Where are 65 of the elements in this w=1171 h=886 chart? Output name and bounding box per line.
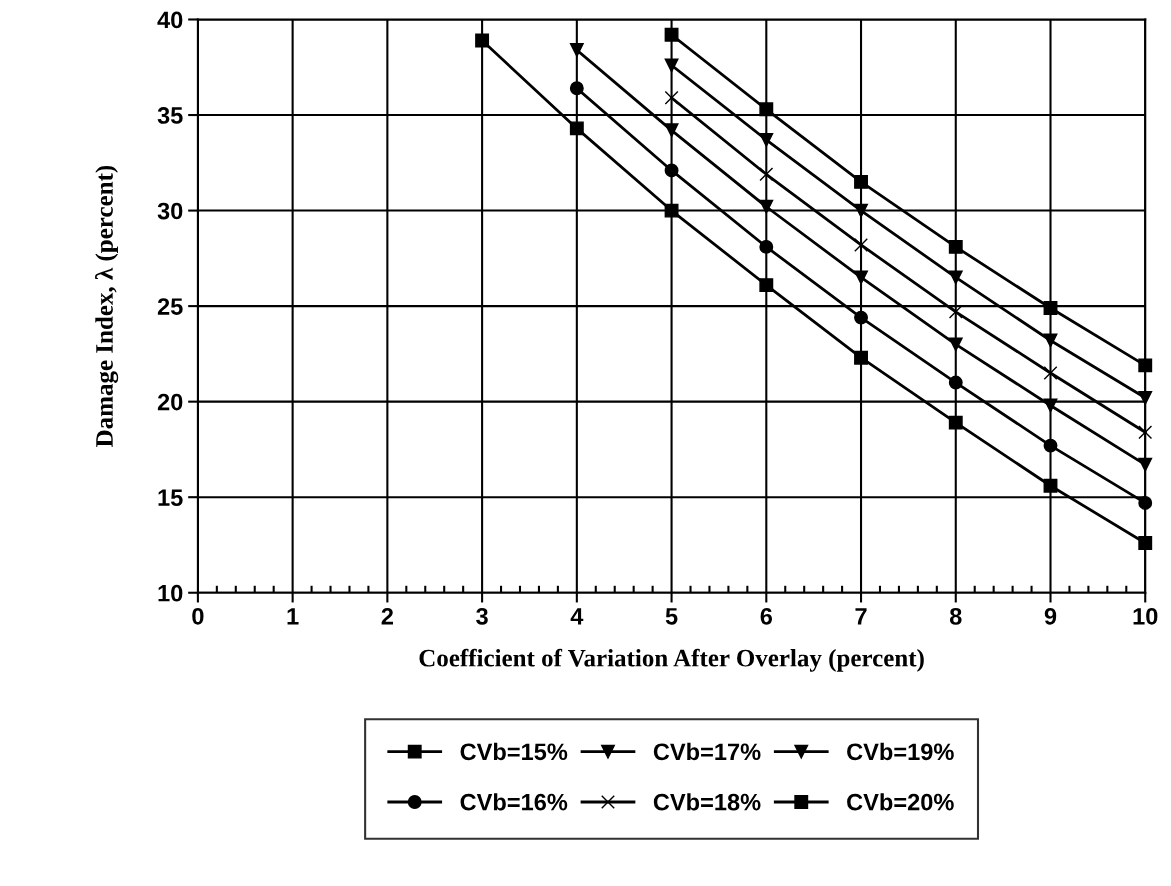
point <box>1043 398 1058 413</box>
y-tick-label: 40 <box>157 11 183 29</box>
x-tick-label: 9 <box>1044 607 1057 625</box>
y-tick-label: 15 <box>158 489 183 506</box>
point <box>1043 333 1058 348</box>
y-tick-label: 10 <box>158 584 183 602</box>
legend-label: CVb=18% <box>653 793 761 811</box>
point <box>854 174 868 189</box>
legend-label: CVb=19% <box>847 742 954 761</box>
point <box>1138 425 1153 440</box>
x-tick-label: 5 <box>665 608 678 625</box>
point <box>664 90 679 105</box>
legend-label: CVb=15% <box>460 742 568 761</box>
point <box>759 167 774 182</box>
y-tick-label: 20 <box>157 393 183 411</box>
point <box>569 43 584 58</box>
point <box>854 238 868 252</box>
point <box>664 27 679 42</box>
point <box>1138 390 1153 405</box>
point <box>1043 366 1058 380</box>
y-tick-label: 30 <box>157 202 183 220</box>
point <box>854 203 868 218</box>
point <box>1138 536 1153 550</box>
point <box>759 132 774 147</box>
point <box>854 310 868 325</box>
point <box>948 337 963 352</box>
x-tick-label: 2 <box>381 607 393 625</box>
point <box>1138 358 1153 373</box>
point <box>759 239 774 254</box>
x-tick-label: 10 <box>1133 607 1158 625</box>
point <box>569 81 584 96</box>
point <box>1138 495 1153 510</box>
point <box>1138 457 1153 472</box>
point <box>759 199 774 214</box>
y-tick-label: 25 <box>157 298 183 315</box>
point <box>664 58 679 73</box>
y-tick-label: 35 <box>157 107 183 124</box>
point <box>1043 301 1058 315</box>
x-tick-label: 8 <box>949 607 962 625</box>
point <box>854 270 868 285</box>
legend-label: CVb=17% <box>653 742 761 761</box>
point <box>664 123 679 138</box>
legend-label: CVb=20% <box>847 793 954 811</box>
point <box>759 278 774 293</box>
point <box>475 33 490 48</box>
point <box>948 270 963 285</box>
legend-label: CVb=16% <box>460 793 568 811</box>
y-axis-title: Damage Index, λ (percent) <box>95 165 119 447</box>
x-tick-label: 6 <box>760 607 773 625</box>
point <box>948 375 963 390</box>
point <box>948 239 963 254</box>
point <box>1043 478 1058 493</box>
point <box>854 350 868 365</box>
x-axis-title: Coefficient of Variation After Overlay (percent) <box>419 648 924 672</box>
x-tick-label: 0 <box>192 607 204 625</box>
point <box>1043 438 1058 453</box>
x-tick-label: 3 <box>476 607 488 625</box>
x-tick-label: 7 <box>855 608 867 625</box>
x-tick-label: 1 <box>287 608 299 625</box>
point <box>664 163 679 178</box>
point <box>759 102 774 117</box>
point <box>569 121 584 136</box>
point <box>948 415 963 430</box>
x-tick-label: 4 <box>570 608 584 625</box>
point <box>664 203 679 218</box>
